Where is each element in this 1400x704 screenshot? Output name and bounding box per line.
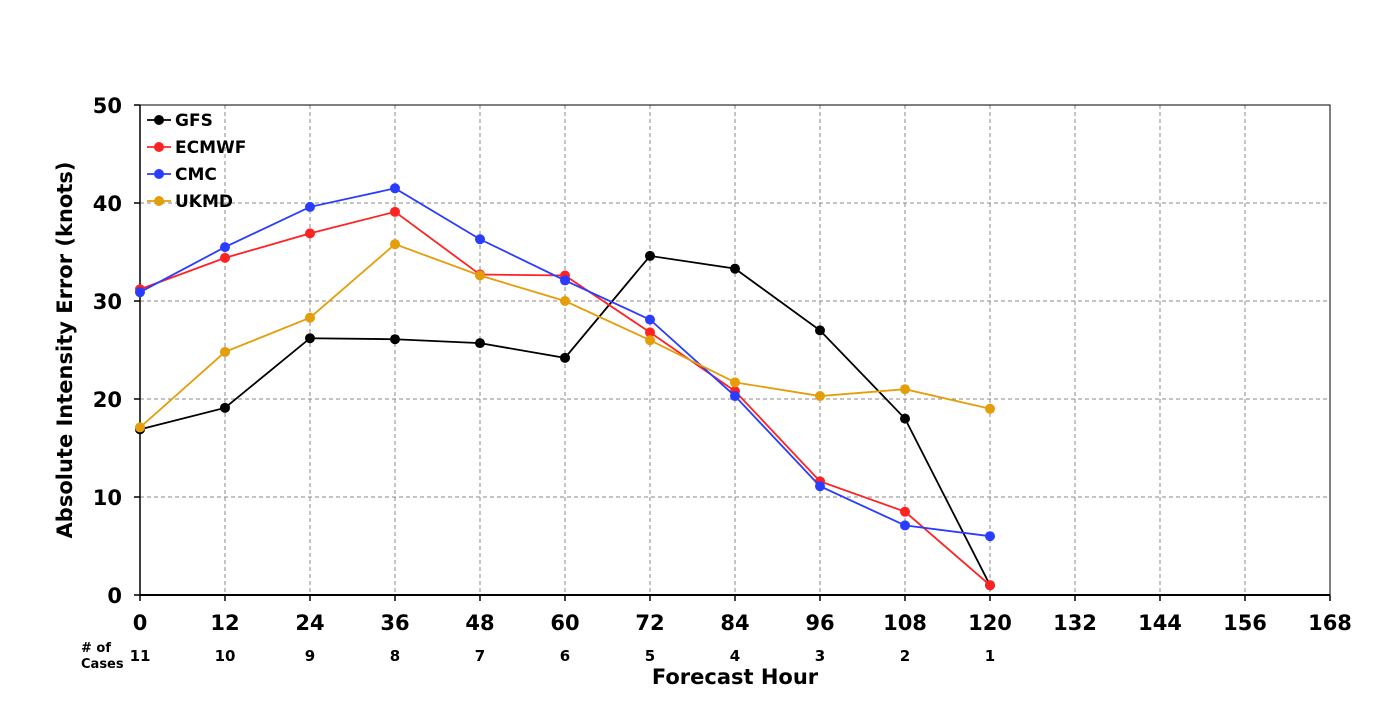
case-count-label: 5 xyxy=(645,647,655,665)
x-tick-label: 72 xyxy=(635,611,664,635)
y-tick-labels: 0 10 20 30 40 50 xyxy=(93,94,122,608)
y-tick-label: 0 xyxy=(107,584,122,608)
tick-marks xyxy=(134,104,1331,601)
y-tick-label: 40 xyxy=(93,192,122,216)
x-tick-label: 84 xyxy=(720,611,749,635)
x-tick-label: 120 xyxy=(968,611,1012,635)
data-point-gfs xyxy=(475,338,485,349)
x-tick-label: 168 xyxy=(1308,611,1352,635)
data-point-ukmd xyxy=(305,312,315,323)
case-count-label: 4 xyxy=(730,647,740,665)
case-count-label: 11 xyxy=(130,647,151,665)
data-point-gfs xyxy=(900,413,910,424)
data-point-cmc xyxy=(305,201,315,212)
data-point-ukmd xyxy=(985,403,995,414)
data-point-ukmd xyxy=(645,335,655,346)
series-layer xyxy=(135,183,995,591)
data-point-gfs xyxy=(730,263,740,274)
data-point-gfs xyxy=(560,352,570,363)
data-point-gfs xyxy=(220,402,230,413)
legend-label-gfs: GFS xyxy=(175,111,213,131)
data-point-cmc xyxy=(815,481,825,492)
case-count-label: 7 xyxy=(475,647,485,665)
data-point-cmc xyxy=(900,520,910,531)
legend-label-ukmd: UKMD xyxy=(175,192,233,212)
case-count-labels: 11 10 9 8 7 6 5 4 3 2 1 xyxy=(130,647,996,665)
legend-marker-cmc xyxy=(154,169,164,179)
x-tick-label: 36 xyxy=(380,611,409,635)
y-tick-label: 10 xyxy=(93,486,122,510)
legend-label-ecmwf: ECMWF xyxy=(175,138,246,158)
x-tick-labels: 0 12 24 36 48 60 72 84 96 108 120 132 144 156 168 xyxy=(133,611,1352,635)
data-point-ecmwf xyxy=(985,580,995,591)
legend-marker-ukmd xyxy=(154,196,164,206)
y-tick-label: 20 xyxy=(93,388,122,412)
data-point-ecmwf xyxy=(645,327,655,338)
data-point-gfs xyxy=(305,333,315,344)
case-count-label: 8 xyxy=(390,647,400,665)
y-axis-title: Absolute Intensity Error (knots) xyxy=(53,162,77,539)
data-point-ecmwf xyxy=(390,206,400,217)
case-count-label: 2 xyxy=(900,647,910,665)
cases-header-line2: Cases xyxy=(81,657,124,672)
series-ukmd xyxy=(135,239,995,433)
x-tick-label: 0 xyxy=(133,611,148,635)
data-point-cmc xyxy=(390,183,400,194)
data-point-cmc xyxy=(985,531,995,542)
data-point-ecmwf xyxy=(305,228,315,239)
case-count-label: 9 xyxy=(305,647,315,665)
y-tick-label: 30 xyxy=(93,290,122,314)
data-point-ukmd xyxy=(900,384,910,395)
data-point-gfs xyxy=(815,325,825,336)
x-tick-label: 108 xyxy=(883,611,927,635)
data-point-cmc xyxy=(645,314,655,325)
data-point-gfs xyxy=(390,334,400,345)
legend-marker-ecmwf xyxy=(154,142,164,152)
x-tick-label: 24 xyxy=(295,611,324,635)
x-tick-label: 132 xyxy=(1053,611,1097,635)
legend-label-cmc: CMC xyxy=(175,165,217,185)
data-point-ukmd xyxy=(135,422,145,433)
data-point-ukmd xyxy=(220,346,230,357)
x-tick-label: 12 xyxy=(210,611,239,635)
x-tick-label: 96 xyxy=(805,611,834,635)
case-count-label: 6 xyxy=(560,647,570,665)
case-count-label: 10 xyxy=(215,647,236,665)
y-tick-label: 50 xyxy=(93,94,122,118)
data-point-cmc xyxy=(135,287,145,298)
data-point-ukmd xyxy=(560,296,570,306)
data-point-cmc xyxy=(730,391,740,402)
data-point-ukmd xyxy=(390,239,400,250)
legend-marker-gfs xyxy=(154,115,164,125)
data-point-ukmd xyxy=(730,377,740,388)
series-gfs xyxy=(135,250,995,591)
case-count-label: 1 xyxy=(985,647,995,665)
x-tick-label: 156 xyxy=(1223,611,1267,635)
data-point-cmc xyxy=(475,234,485,245)
data-point-ecmwf xyxy=(220,252,230,263)
x-axis-title: Forecast Hour xyxy=(652,665,819,689)
legend: GFS ECMWF CMC UKMD xyxy=(147,111,246,212)
x-tick-label: 144 xyxy=(1138,611,1182,635)
data-point-gfs xyxy=(645,250,655,261)
case-count-label: 3 xyxy=(815,647,825,665)
data-point-ecmwf xyxy=(900,506,910,517)
grid-layer xyxy=(140,105,1330,595)
data-point-cmc xyxy=(220,242,230,253)
data-point-ukmd xyxy=(815,391,825,402)
data-point-cmc xyxy=(560,275,570,286)
cases-header-line1: # of xyxy=(81,641,111,656)
x-tick-label: 60 xyxy=(550,611,579,635)
series-cmc xyxy=(135,183,995,542)
data-point-ukmd xyxy=(475,270,485,281)
x-tick-label: 48 xyxy=(465,611,494,635)
